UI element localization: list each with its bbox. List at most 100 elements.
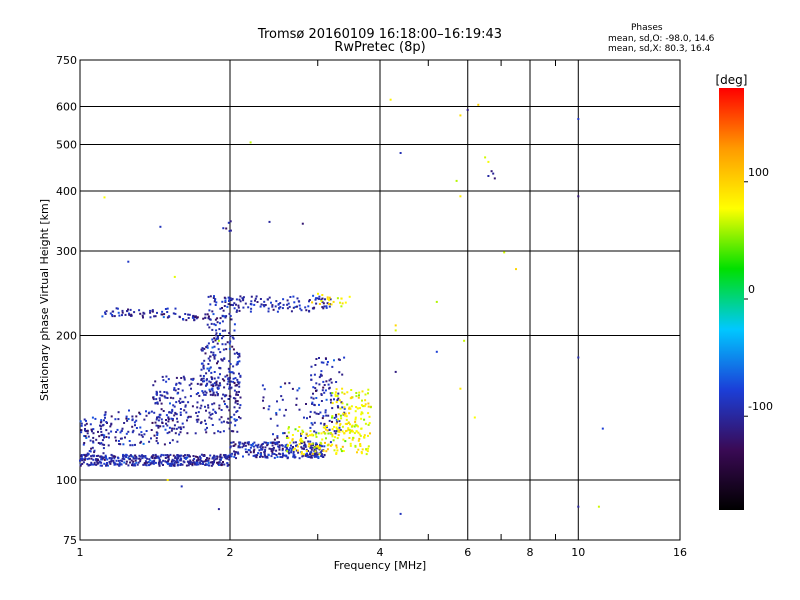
scatter-point-x [487, 160, 490, 163]
trace-point-o [206, 457, 208, 460]
trace-point-o [108, 461, 111, 464]
trace-point-o [121, 427, 124, 430]
trace-point-o [338, 371, 341, 374]
trace-point-o [216, 342, 219, 345]
trace-point-o [130, 455, 133, 458]
trace-point-o [231, 336, 234, 339]
trace-point-x [318, 447, 321, 450]
trace-point-o [219, 332, 221, 335]
trace-point-o [267, 454, 270, 457]
trace-point-o [116, 463, 119, 466]
trace-point-o [229, 453, 232, 456]
trace-point-o [121, 309, 124, 312]
trace-point-o [186, 432, 189, 435]
trace-point-o [318, 383, 321, 386]
trace-point-o [88, 450, 91, 452]
trace-point-o [166, 397, 169, 399]
trace-point-o [140, 434, 143, 437]
trace-point-o [208, 416, 211, 419]
trace-point-o [109, 425, 112, 428]
trace-point-o [236, 430, 239, 433]
trace-point-o [239, 295, 242, 298]
trace-point-o [209, 295, 212, 298]
trace-point-o [266, 298, 269, 301]
trace-point-o [202, 366, 205, 369]
trace-point-o [201, 390, 204, 393]
trace-point-o [179, 426, 182, 429]
trace-point-o [138, 309, 141, 312]
trace-point-x [349, 442, 352, 445]
trace-point-o [303, 416, 305, 419]
trace-point-o [319, 451, 322, 454]
trace-point-o [284, 382, 287, 385]
trace-point-o [112, 310, 115, 313]
trace-point-o [306, 417, 308, 420]
trace-point-o [308, 455, 311, 458]
trace-point-o [190, 387, 192, 390]
trace-point-o [222, 393, 225, 396]
trace-point-o [110, 458, 113, 461]
trace-point-o [157, 415, 160, 418]
trace-point-x [367, 388, 370, 391]
trace-point-o [209, 390, 212, 393]
trace-point-o [172, 404, 175, 407]
trace-point-o [288, 382, 291, 385]
trace-point-x [349, 430, 352, 433]
trace-point-o [208, 367, 211, 370]
trace-point-x [340, 297, 343, 300]
trace-point-o [102, 452, 105, 455]
trace-point-o [287, 302, 290, 305]
trace-point-o [176, 460, 179, 463]
trace-point-x [322, 449, 325, 452]
trace-point-o [204, 428, 207, 431]
trace-point-o [200, 362, 203, 365]
trace-point-o [175, 427, 178, 430]
trace-point-o [198, 394, 201, 397]
trace-point-o [207, 363, 210, 365]
trace-point-o [151, 455, 154, 458]
trace-point-o [231, 345, 234, 348]
trace-point-o [296, 297, 299, 300]
trace-point-o [207, 459, 210, 462]
trace-point-o [271, 451, 274, 454]
trace-point-o [229, 334, 232, 337]
trace-point-x [360, 427, 363, 430]
trace-point-o [301, 447, 304, 450]
trace-point-x [366, 450, 369, 453]
trace-point-o [223, 379, 226, 382]
trace-point-o [338, 426, 341, 429]
trace-point-x [348, 407, 350, 410]
trace-point-o [233, 450, 236, 453]
trace-point-o [285, 455, 288, 458]
trace-point-o [169, 453, 172, 456]
trace-point-x [331, 416, 333, 419]
trace-point-o [158, 460, 161, 463]
trace-point-o [229, 297, 232, 300]
trace-point-o [186, 460, 189, 463]
trace-point-x [344, 422, 347, 425]
trace-point-o [218, 366, 221, 369]
trace-point-o [131, 419, 134, 422]
trace-point-o [142, 311, 145, 314]
trace-point-x [336, 449, 339, 452]
trace-point-o [208, 326, 211, 329]
trace-point-x [301, 429, 304, 432]
trace-point-o [296, 305, 298, 308]
trace-point-o [252, 451, 255, 454]
trace-point-x [326, 429, 329, 432]
trace-point-o [173, 405, 176, 408]
trace-point-o [235, 457, 237, 460]
trace-point-o [218, 458, 221, 461]
trace-point-o [333, 398, 335, 401]
trace-point-o [234, 424, 237, 427]
trace-point-o [84, 424, 87, 427]
trace-point-o [150, 429, 153, 431]
trace-point-x [348, 431, 351, 434]
trace-point-o [163, 313, 166, 316]
trace-point-o [160, 453, 163, 456]
trace-point-x [367, 445, 370, 448]
trace-point-o [199, 374, 202, 377]
trace-point-o [129, 461, 131, 464]
trace-point-o [322, 415, 325, 418]
trace-point-o [133, 311, 136, 314]
